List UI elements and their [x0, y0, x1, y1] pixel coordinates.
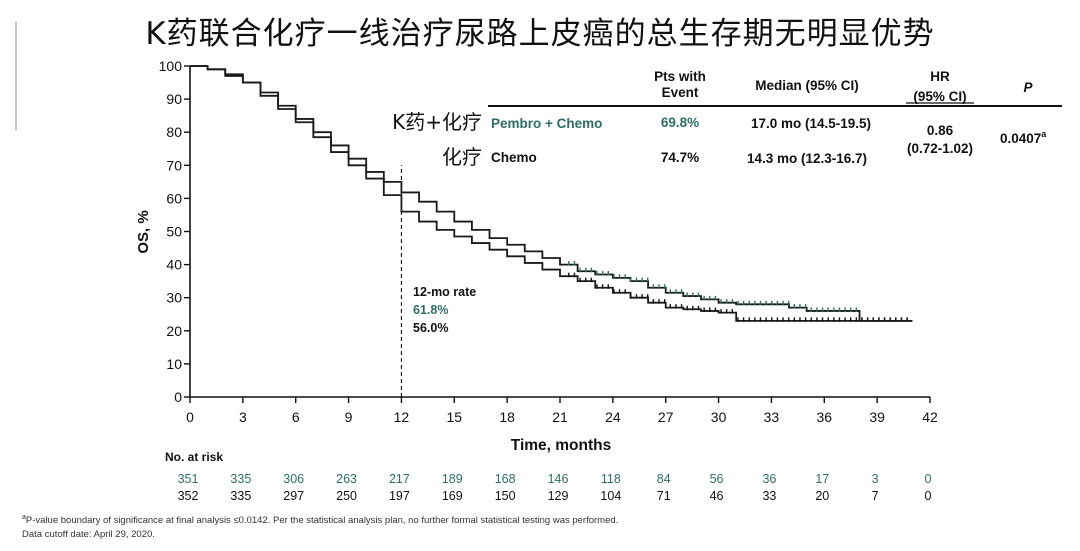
risk-pembro-count: 3: [872, 472, 879, 486]
y-tick-label: 40: [166, 257, 182, 273]
header-median: Median (95% CI): [755, 78, 859, 93]
header-pts-line1: Pts with: [654, 69, 706, 84]
x-tick-label: 33: [764, 409, 780, 425]
x-axis-label: Time, months: [511, 437, 611, 454]
x-tick-label: 15: [446, 409, 462, 425]
x-tick-label: 42: [922, 409, 938, 425]
hr-value: 0.86: [927, 123, 954, 138]
risk-chemo-count: 250: [336, 489, 357, 503]
risk-pembro-count: 335: [230, 472, 251, 486]
risk-pembro-count: 56: [710, 472, 724, 486]
y-tick-label: 0: [174, 389, 182, 405]
x-tick-label: 39: [869, 409, 885, 425]
twelve-month-label: 12-mo rate: [413, 285, 476, 299]
curves-group: [190, 65, 913, 322]
header-hr-line1: HR: [930, 69, 950, 84]
risk-pembro-count: 306: [283, 472, 304, 486]
risk-pembro-count: 118: [601, 472, 621, 486]
risk-chemo-count: 197: [389, 489, 410, 503]
row-pembro-arm: Pembro + Chemo: [491, 116, 602, 131]
footnote-a-text: P-value boundary of significance at fina…: [25, 515, 619, 527]
risk-pembro-count: 146: [548, 472, 569, 486]
x-tick-label: 21: [552, 409, 568, 425]
x-tick-label: 6: [292, 409, 300, 425]
legend-table: Pts with Event Median (95% CI) HR (95% C…: [392, 69, 1062, 169]
risk-chemo-count: 7: [872, 489, 879, 503]
y-tick-label: 50: [166, 224, 182, 240]
y-tick-label: 90: [166, 91, 182, 107]
risk-chemo-count: 33: [762, 489, 776, 503]
row-chemo-cn: 化疗: [442, 145, 482, 169]
x-tick-label: 12: [394, 409, 410, 425]
risk-chemo-count: 46: [710, 489, 724, 503]
risk-pembro-count: 0: [925, 472, 932, 486]
x-tick-label: 36: [816, 409, 832, 425]
p-value-sup: a: [1041, 129, 1047, 139]
y-tick-label: 30: [166, 290, 182, 306]
risk-chemo-count: 71: [657, 489, 671, 503]
page-title: K药联合化疗一线治疗尿路上皮癌的总生存期无明显优势: [145, 16, 935, 52]
risk-chemo-count: 335: [230, 489, 251, 503]
x-tick-label: 24: [605, 409, 621, 425]
footnote-a: aP-value boundary of significance at fin…: [22, 514, 618, 526]
twelve-month-chemo: 56.0%: [413, 321, 448, 335]
y-tick-label: 10: [166, 356, 182, 372]
left-edge-line: [15, 22, 17, 130]
header-pts-line2: Event: [662, 85, 699, 100]
risk-chemo-count: 104: [600, 489, 621, 503]
y-axis-label: OS, %: [135, 210, 152, 253]
row-chemo-median: 14.3 mo (12.3-16.7): [747, 151, 867, 166]
p-value-number: 0.0407: [1000, 131, 1041, 146]
header-hr-line2: (95% CI): [913, 89, 966, 104]
y-tick-label: 20: [166, 323, 182, 339]
p-value: 0.0407a: [1000, 129, 1047, 146]
x-tick-label: 27: [658, 409, 674, 425]
risk-pembro-count: 36: [762, 472, 776, 486]
risk-chemo-count: 150: [495, 489, 516, 503]
x-tick-label: 9: [345, 409, 353, 425]
chemo-curve: [190, 65, 913, 322]
risk-chemo-count: 129: [548, 489, 569, 503]
x-tick-label: 3: [239, 409, 247, 425]
x-tick-label: 30: [711, 409, 727, 425]
header-p: P: [1023, 80, 1033, 95]
x-tick-label: 18: [499, 409, 515, 425]
row-pembro-median: 17.0 mo (14.5-19.5): [751, 116, 871, 131]
footnote-cutoff: Data cutoff date: April 29, 2020.: [22, 529, 155, 540]
risk-pembro-count: 84: [657, 472, 671, 486]
twelve-month-pembro: 61.8%: [413, 303, 448, 317]
hr-ci: (0.72-1.02): [907, 141, 973, 156]
row-chemo-arm: Chemo: [491, 150, 537, 165]
risk-chemo-count: 297: [283, 489, 304, 503]
y-tick-label: 70: [166, 157, 182, 173]
risk-pembro-count: 217: [389, 472, 410, 486]
y-tick-label: 100: [159, 58, 183, 74]
risk-pembro-count: 17: [815, 472, 829, 486]
footnote-a-marker: a: [22, 514, 26, 521]
risk-table-title: No. at risk: [165, 450, 223, 464]
risk-chemo-count: 0: [925, 489, 932, 503]
pembro-curve: [190, 65, 913, 322]
risk-pembro-count: 263: [336, 472, 357, 486]
risk-table: No. at risk 351 335 306 263 217 189 168 146 118 84…: [165, 450, 932, 503]
row-pembro-pts: 69.8%: [661, 115, 699, 130]
risk-chemo-count: 20: [815, 489, 829, 503]
risk-chemo-count: 352: [178, 489, 199, 503]
row-chemo-pts: 74.7%: [661, 150, 699, 165]
x-tick-label: 0: [186, 409, 194, 425]
y-tick-label: 60: [166, 190, 182, 206]
risk-pembro-count: 351: [178, 472, 199, 486]
row-pembro-cn: K药+化疗: [392, 110, 482, 134]
censor-marks-group: [568, 261, 908, 322]
risk-pembro-count: 189: [442, 472, 463, 486]
risk-pembro-count: 168: [495, 472, 516, 486]
y-tick-label: 80: [166, 124, 182, 140]
risk-chemo-count: 169: [442, 489, 463, 503]
